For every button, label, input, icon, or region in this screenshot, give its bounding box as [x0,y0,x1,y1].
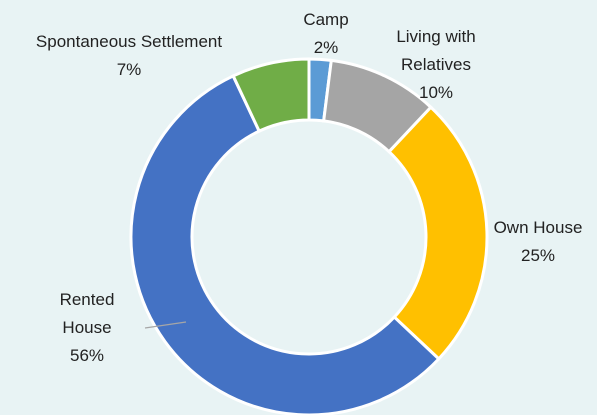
value-label: 7% [116,60,142,79]
category-label: Living with Relatives [396,27,476,74]
donut-slice [386,105,489,361]
slice-label: Own House 25% [478,214,597,270]
value-label: 56% [69,346,105,365]
category-label: Rented House [59,290,115,337]
value-label: 2% [313,38,339,57]
slice-label: Spontaneous Settlement 7% [9,28,249,84]
leader-line [144,321,187,329]
value-label: 10% [418,83,454,102]
donut-slice [231,57,311,134]
category-label: Spontaneous Settlement [35,32,223,51]
category-label: Own House [493,218,583,237]
slice-label: Living with Relatives 10% [376,23,496,107]
slice-label: Camp 2% [286,6,366,62]
slice-label: Rented House 56% [47,286,127,370]
category-label: Camp [303,10,349,29]
donut-slice [129,73,441,415]
value-label: 25% [520,246,556,265]
